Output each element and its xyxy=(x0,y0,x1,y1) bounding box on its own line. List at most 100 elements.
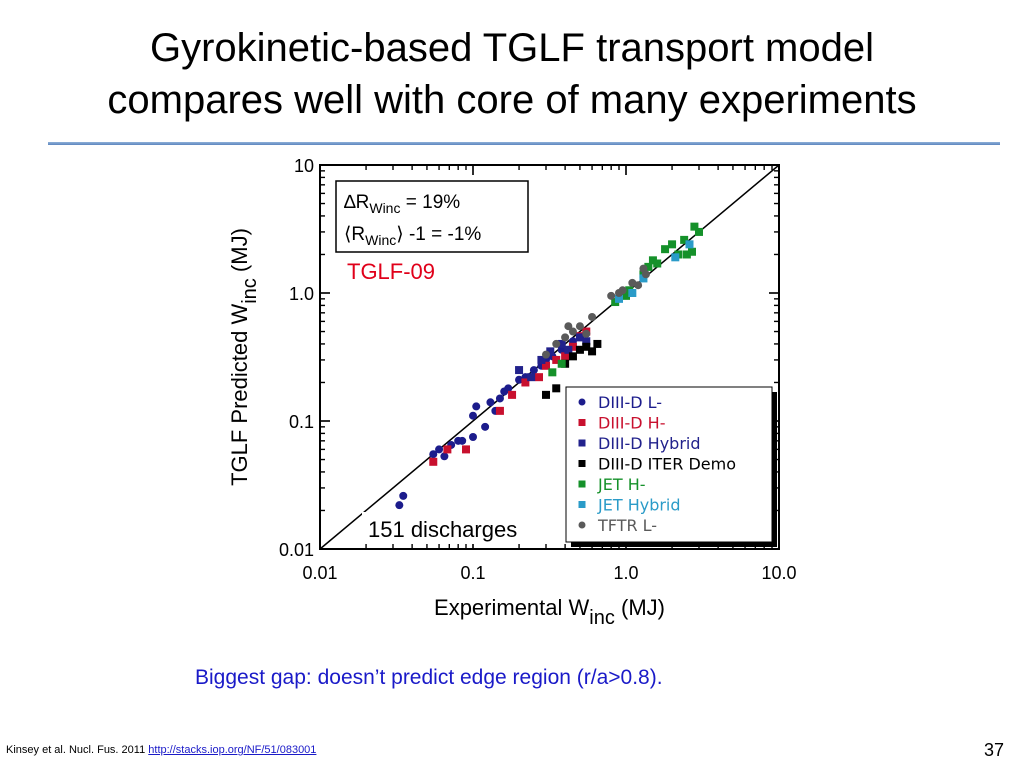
data-point xyxy=(481,422,490,431)
y-axis-label: TGLF Predicted Winc (MJ) xyxy=(227,228,261,486)
legend-label: DIII-D ITER Demo xyxy=(598,455,736,474)
page-number: 37 xyxy=(983,740,1004,760)
data-point xyxy=(435,445,444,454)
model-label: TGLF-09 xyxy=(347,259,435,284)
citation-link[interactable]: http://stacks.iop.org/NF/51/083001 xyxy=(148,744,317,756)
data-point xyxy=(634,281,643,290)
legend-marker xyxy=(578,439,586,447)
legend-label: DIII-D H- xyxy=(598,414,665,433)
legend-label: TFTR L- xyxy=(597,516,657,535)
data-point xyxy=(486,398,495,407)
stats-mean-ratio: ⟨RWinc⟩ -1 = -1% xyxy=(344,224,481,248)
data-point xyxy=(552,384,561,393)
data-point xyxy=(648,256,657,265)
data-point xyxy=(568,352,577,361)
legend-marker xyxy=(578,419,586,426)
scatter-chart: 0.01 0.1 1.0 10.0 0.01 0.1 1.0 10 Experimental W… xyxy=(227,156,797,629)
data-point xyxy=(541,350,550,359)
x-tick-label: 1.0 xyxy=(613,563,638,583)
data-point xyxy=(541,361,550,370)
data-point xyxy=(618,286,627,295)
slide-title-line1: Gyrokinetic-based TGLF transport model xyxy=(149,26,874,70)
data-point xyxy=(568,327,577,336)
data-point xyxy=(582,342,591,351)
stats-rel-error: ∆RWinc = 19% xyxy=(344,192,460,216)
data-point xyxy=(472,402,481,411)
data-point xyxy=(582,337,591,346)
legend-box xyxy=(565,386,773,543)
data-point xyxy=(469,411,477,420)
y-tick-label: 1.0 xyxy=(289,284,314,304)
legend-marker xyxy=(578,501,586,508)
data-point xyxy=(548,368,557,377)
x-tick-label: 0.1 xyxy=(460,563,485,583)
data-point xyxy=(628,289,637,297)
data-point xyxy=(582,329,591,338)
data-point xyxy=(561,352,570,361)
data-point xyxy=(443,445,452,454)
data-point xyxy=(694,227,703,236)
data-point xyxy=(682,250,691,259)
discharge-count-label: 151 discharges xyxy=(368,517,517,542)
data-point xyxy=(641,270,650,279)
count-label-bg xyxy=(362,512,560,544)
data-point xyxy=(429,450,438,459)
x-tick-label: 0.01 xyxy=(302,563,337,583)
caption: Biggest gap: doesn’t predict edge region… xyxy=(195,666,663,689)
data-point xyxy=(552,355,561,364)
legend-label: DIII-D L- xyxy=(598,393,662,412)
data-point xyxy=(461,445,470,454)
title-divider xyxy=(48,142,1000,145)
data-point xyxy=(546,347,555,356)
data-point xyxy=(588,347,597,356)
legend-marker xyxy=(578,480,586,488)
legend-label: DIII-D Hybrid xyxy=(598,434,701,453)
data-point xyxy=(399,491,408,500)
data-point xyxy=(529,366,538,375)
slide-title-line2: compares well with core of many experime… xyxy=(107,78,917,122)
data-point xyxy=(568,342,577,351)
data-point xyxy=(685,240,694,249)
data-point xyxy=(687,247,696,256)
data-point xyxy=(593,339,602,348)
legend-label: JET H- xyxy=(597,475,646,494)
data-point xyxy=(671,253,680,262)
data-point xyxy=(515,366,524,375)
legend-marker xyxy=(578,398,586,406)
data-point xyxy=(440,452,449,461)
data-point xyxy=(541,390,550,399)
data-point xyxy=(575,345,584,354)
data-point xyxy=(557,339,566,348)
data-point xyxy=(534,373,543,382)
citation: Kinsey et al. Nucl. Fus. 2011 http://sta… xyxy=(6,744,316,756)
legend-label: JET Hybrid xyxy=(597,496,681,515)
data-point xyxy=(515,375,524,384)
data-point xyxy=(588,312,597,321)
data-point xyxy=(469,432,477,441)
data-point xyxy=(564,322,573,331)
x-tick-label: 10.0 xyxy=(761,563,796,583)
data-point xyxy=(561,333,570,342)
data-point xyxy=(690,222,699,231)
data-point xyxy=(395,501,404,510)
data-point xyxy=(614,294,623,303)
data-point xyxy=(564,345,573,354)
data-point xyxy=(495,406,504,415)
data-point xyxy=(537,355,546,364)
data-point xyxy=(639,274,648,283)
legend-marker xyxy=(578,521,586,529)
data-point xyxy=(668,240,677,249)
data-point xyxy=(495,394,504,403)
y-tick-label: 0.01 xyxy=(279,540,314,560)
data-point xyxy=(575,322,584,331)
data-point xyxy=(575,333,584,342)
data-point xyxy=(680,235,689,244)
data-point xyxy=(429,457,438,466)
y-tick-label: 10 xyxy=(294,156,314,176)
stats-box xyxy=(335,180,529,253)
y-tick-label: 0.1 xyxy=(289,412,314,432)
slide-title: Gyrokinetic-based TGLF transport model c… xyxy=(0,22,1024,126)
data-point xyxy=(521,378,530,387)
data-point xyxy=(622,291,630,300)
data-point xyxy=(527,373,536,382)
